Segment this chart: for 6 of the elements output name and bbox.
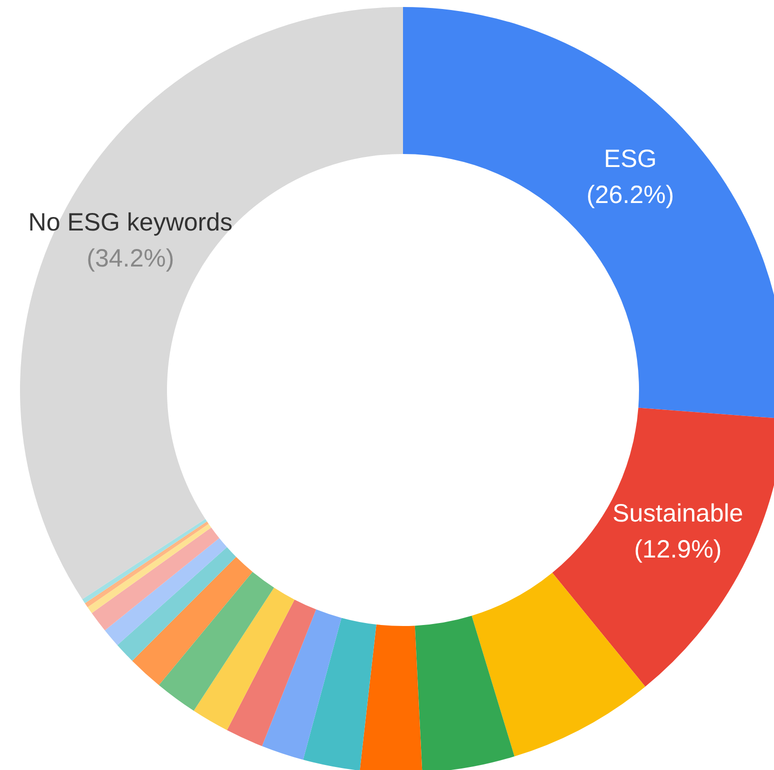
slice-label: ESG: [604, 145, 657, 174]
slice-label: Sustainable: [612, 499, 744, 528]
data-label: (26.2%): [586, 181, 674, 210]
data-label: (12.9%): [634, 535, 722, 564]
data-label: (34.2%): [86, 244, 174, 272]
slice-label: No ESG keywords: [28, 208, 233, 236]
